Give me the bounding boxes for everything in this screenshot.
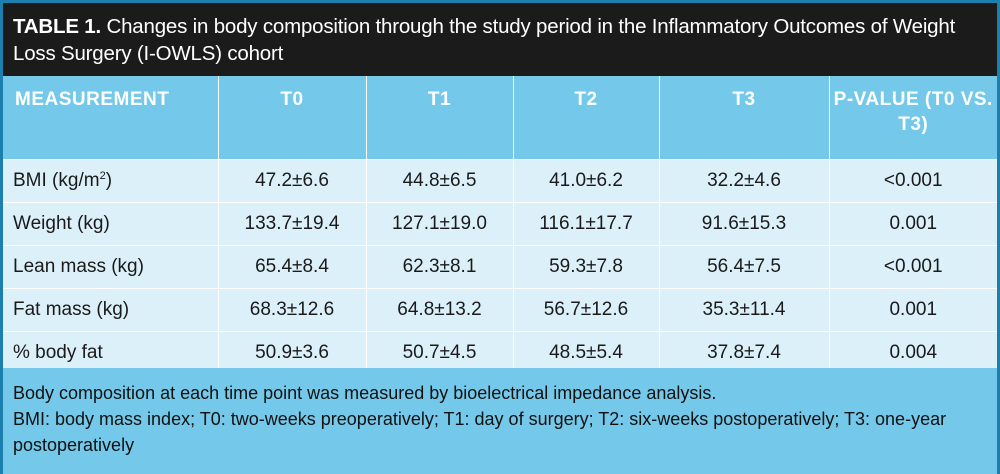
table-caption-text: Changes in body composition through the … bbox=[13, 15, 956, 65]
body-composition-table: MEASUREMENT T0 T1 T2 T3 P-VALUE (T0 VS. … bbox=[3, 76, 997, 374]
cell-t2: 41.0±6.2 bbox=[513, 158, 660, 202]
cell-t0: 50.9±3.6 bbox=[218, 330, 367, 374]
header-measurement: MEASUREMENT bbox=[3, 76, 219, 159]
header-p-value: P-VALUE (T0 VS. T3) bbox=[829, 76, 997, 159]
table-row: BMI (kg/m2) 47.2±6.6 44.8±6.5 41.0±6.2 3… bbox=[3, 158, 997, 202]
cell-p-value: 0.001 bbox=[829, 287, 997, 331]
cell-t0: 133.7±19.4 bbox=[218, 201, 367, 245]
row-label: % body fat bbox=[3, 330, 219, 374]
row-label: Weight (kg) bbox=[3, 201, 219, 245]
cell-t1: 44.8±6.5 bbox=[366, 158, 514, 202]
cell-p-value: <0.001 bbox=[829, 244, 997, 288]
table-footnote: Body composition at each time point was … bbox=[3, 368, 997, 474]
cell-t1: 127.1±19.0 bbox=[366, 201, 514, 245]
cell-p-value: <0.001 bbox=[829, 158, 997, 202]
cell-p-value: 0.004 bbox=[829, 330, 997, 374]
cell-t1: 64.8±13.2 bbox=[366, 287, 514, 331]
table-caption: TABLE 1. Changes in body composition thr… bbox=[3, 3, 997, 76]
table-row: % body fat 50.9±3.6 50.7±4.5 48.5±5.4 37… bbox=[3, 330, 997, 374]
cell-t2: 48.5±5.4 bbox=[513, 330, 660, 374]
cell-t3: 56.4±7.5 bbox=[659, 244, 830, 288]
row-label: Lean mass (kg) bbox=[3, 244, 219, 288]
cell-t2: 116.1±17.7 bbox=[513, 201, 660, 245]
header-t1: T1 bbox=[366, 76, 514, 159]
cell-t0: 65.4±8.4 bbox=[218, 244, 367, 288]
cell-t2: 59.3±7.8 bbox=[513, 244, 660, 288]
cell-t3: 37.8±7.4 bbox=[659, 330, 830, 374]
row-label: BMI (kg/m2) bbox=[3, 158, 219, 202]
header-t2: T2 bbox=[513, 76, 660, 159]
header-t0: T0 bbox=[218, 76, 367, 159]
table-row: Lean mass (kg) 65.4±8.4 62.3±8.1 59.3±7.… bbox=[3, 244, 997, 288]
table-row: Weight (kg) 133.7±19.4 127.1±19.0 116.1±… bbox=[3, 201, 997, 245]
table-row: Fat mass (kg) 68.3±12.6 64.8±13.2 56.7±1… bbox=[3, 287, 997, 331]
cell-p-value: 0.001 bbox=[829, 201, 997, 245]
header-row: MEASUREMENT T0 T1 T2 T3 P-VALUE (T0 VS. … bbox=[3, 76, 997, 159]
footnote-abbreviations: BMI: body mass index; T0: two-weeks preo… bbox=[13, 409, 947, 455]
cell-t1: 62.3±8.1 bbox=[366, 244, 514, 288]
footnote-method: Body composition at each time point was … bbox=[13, 383, 717, 403]
cell-t3: 35.3±11.4 bbox=[659, 287, 830, 331]
cell-t1: 50.7±4.5 bbox=[366, 330, 514, 374]
table-caption-label: TABLE 1. bbox=[13, 15, 101, 38]
header-t3: T3 bbox=[659, 76, 830, 159]
row-label: Fat mass (kg) bbox=[3, 287, 219, 331]
cell-t3: 32.2±4.6 bbox=[659, 158, 830, 202]
cell-t3: 91.6±15.3 bbox=[659, 201, 830, 245]
cell-t0: 68.3±12.6 bbox=[218, 287, 367, 331]
cell-t2: 56.7±12.6 bbox=[513, 287, 660, 331]
cell-t0: 47.2±6.6 bbox=[218, 158, 367, 202]
